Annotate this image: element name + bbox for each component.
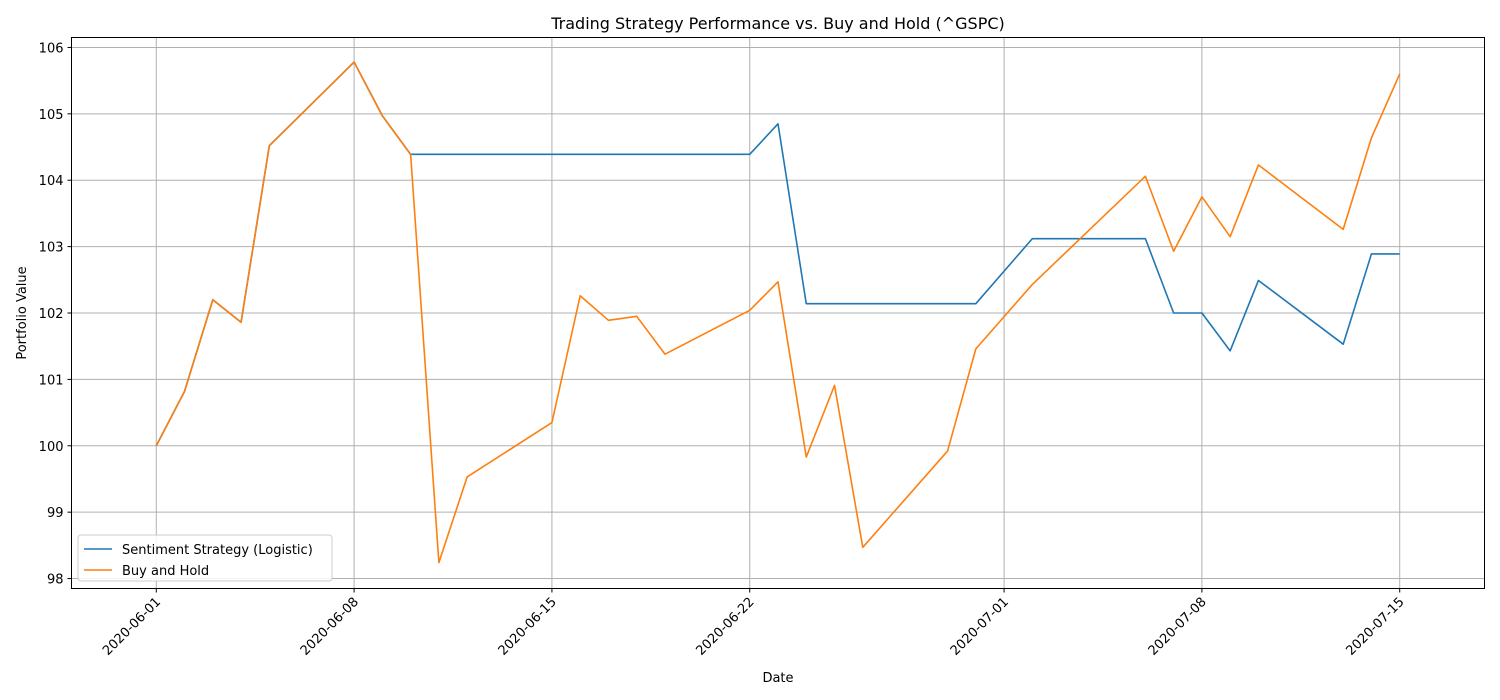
y-tick-label: 102: [39, 307, 64, 322]
y-tick-label: 99: [47, 506, 64, 521]
legend: Sentiment Strategy (Logistic) Buy and Hol…: [77, 534, 333, 582]
chart-title: Trading Strategy Performance vs. Buy and…: [550, 14, 1005, 33]
series-lines: [155, 61, 1401, 564]
x-tick-label: 2020-07-01: [948, 595, 1012, 659]
legend-label-2: Buy and Hold: [122, 564, 209, 579]
y-axis-label: Portfolio Value: [15, 266, 30, 359]
x-tick-label: 2020-06-15: [496, 595, 560, 659]
y-tick-label: 103: [39, 241, 64, 256]
x-tick-label: 2020-06-22: [694, 595, 758, 659]
series-line-1: [155, 61, 1400, 447]
x-tick-label: 2020-06-08: [298, 595, 362, 659]
series-line-2: [155, 61, 1401, 564]
x-tick-label: 2020-07-15: [1344, 595, 1408, 659]
y-tick-label: 105: [39, 108, 64, 123]
y-tick-label: 100: [39, 440, 64, 455]
x-tick-label: 2020-06-01: [100, 595, 164, 659]
y-tick-label: 101: [39, 373, 64, 388]
legend-box: [77, 534, 333, 582]
y-tick-label: 104: [39, 174, 64, 189]
y-axis: 98 99 100 101 102 103 104 105 106: [39, 41, 72, 588]
legend-label-1: Sentiment Strategy (Logistic): [122, 543, 313, 558]
x-axis-label: Date: [762, 671, 793, 686]
grid: [71, 37, 1485, 589]
x-tick-label: 2020-07-08: [1146, 595, 1210, 659]
y-tick-label: 98: [47, 573, 64, 588]
x-axis: 2020-06-01 2020-06-08 2020-06-15 2020-06-22…: [100, 588, 1408, 659]
y-tick-label: 106: [39, 41, 64, 56]
